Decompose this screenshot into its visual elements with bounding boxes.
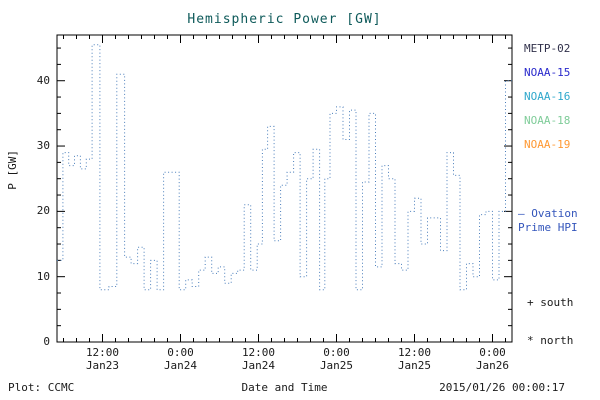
ovation-prime-hpi-label: – Ovation Prime HPI xyxy=(518,207,578,236)
chart-title: Hemispheric Power [GW] xyxy=(187,12,382,27)
north-marker-label: * north xyxy=(527,334,574,347)
timestamp: 2015/01/26 00:00:17 xyxy=(439,381,565,394)
legend-item-noaa19: NOAA-19 xyxy=(524,138,571,151)
x-tick-label: 12:00 Jan23 xyxy=(85,346,120,372)
legend-item-metp02: METP-02 xyxy=(524,42,571,55)
legend-item-noaa16: NOAA-16 xyxy=(524,90,571,103)
ovation-label-line2: Prime HPI xyxy=(518,221,578,235)
x-tick-label: 0:00 Jan26 xyxy=(475,346,510,372)
x-tick-label: 0:00 Jan24 xyxy=(163,346,198,372)
y-tick-label: 40 xyxy=(36,73,50,87)
x-tick-label: 0:00 Jan25 xyxy=(319,346,354,372)
hpi-step-line xyxy=(57,44,512,291)
satellite-legend: METP-02 NOAA-15 NOAA-16 NOAA-18 NOAA-19 xyxy=(524,42,570,162)
legend-item-noaa15: NOAA-15 xyxy=(524,66,571,79)
legend-item-noaa18: NOAA-18 xyxy=(524,114,571,127)
plot-border xyxy=(56,34,513,343)
south-marker-label: + south xyxy=(527,296,574,309)
ovation-label-line1: – Ovation xyxy=(518,207,578,220)
plot-credit: Plot: CCMC xyxy=(8,381,75,394)
x-tick-label: 12:00 Jan25 xyxy=(397,346,432,372)
y-tick-label: 30 xyxy=(36,139,50,153)
x-axis-label: Date and Time xyxy=(241,381,328,394)
y-tick-label: 0 xyxy=(43,335,50,348)
y-tick-label: 20 xyxy=(36,204,50,218)
x-tick-label: 12:00 Jan24 xyxy=(241,346,276,372)
y-tick-label: 10 xyxy=(36,269,50,283)
